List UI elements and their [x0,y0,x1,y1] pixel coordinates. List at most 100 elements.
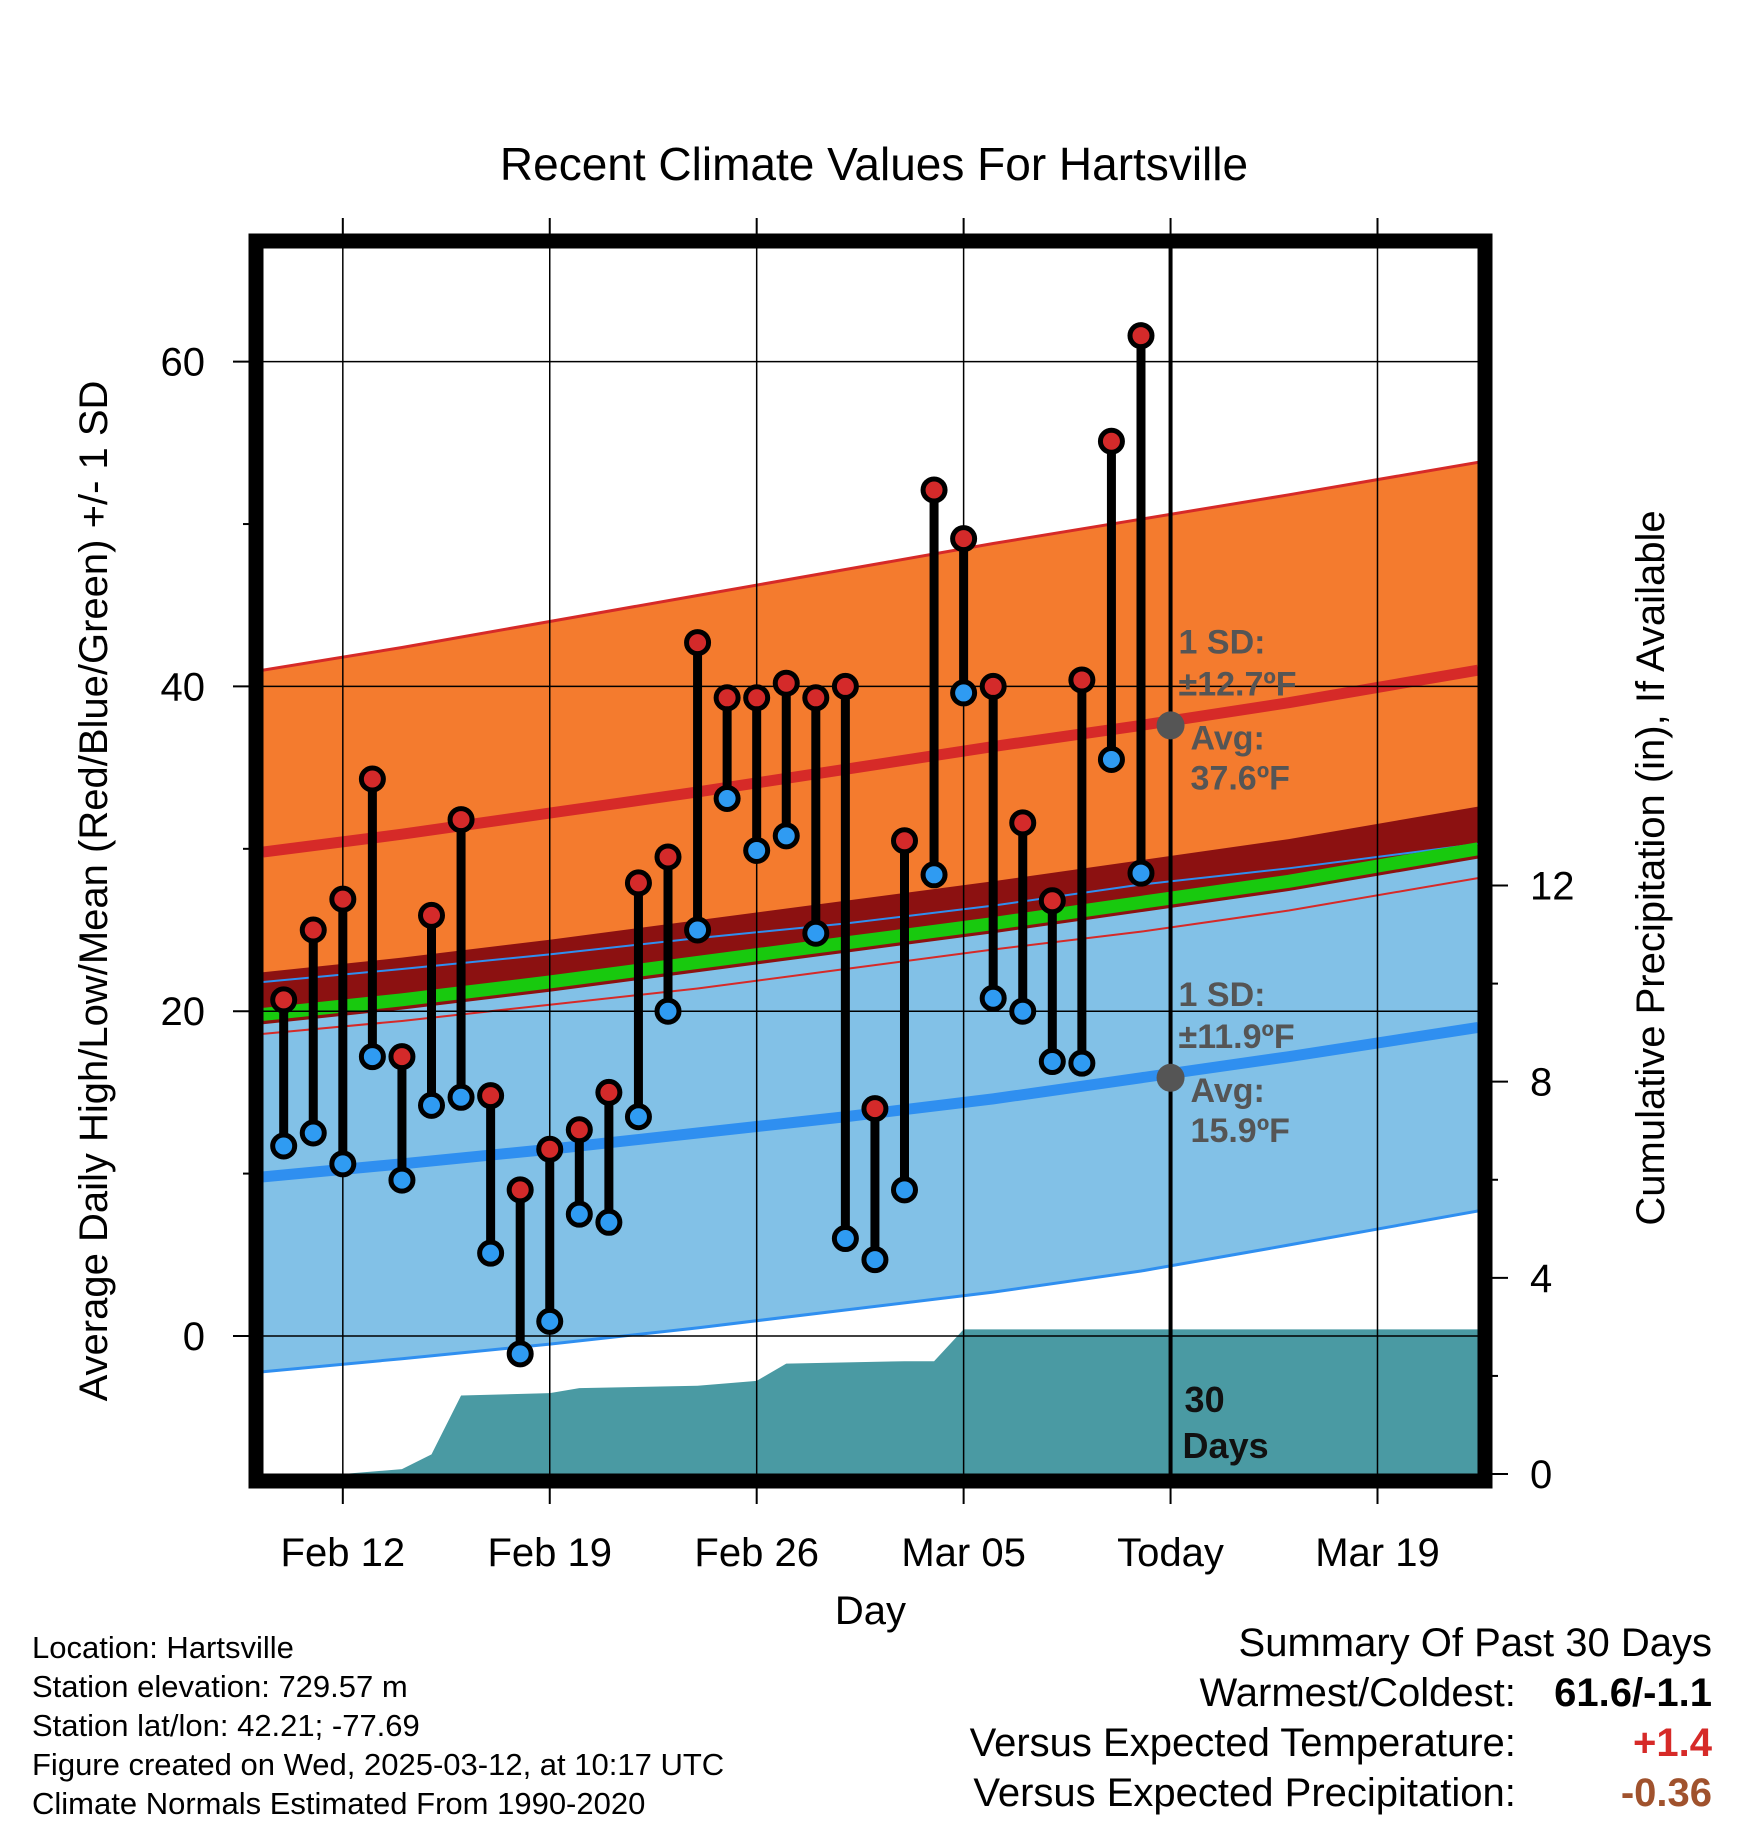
y-tick-label-left: 20 [161,990,206,1034]
high-temp-point [743,684,771,712]
high-temp-point [388,1043,416,1071]
low-temp-point [1097,746,1125,774]
high-temp-point [447,806,475,834]
high-temp-point [270,986,298,1014]
low-temp-point [861,1246,889,1274]
low-temp-point [743,836,771,864]
high-temp-point [536,1135,564,1163]
summary-title: Summary Of Past 30 Days [1238,1621,1712,1665]
low-temp-point [506,1340,534,1368]
axis-ticks-and-labels: Feb 12 Feb 19 Feb 26 Mar 05 Today Mar 19 0 20 40… [72,218,1673,1633]
high-upper-sd-line [263,460,1478,672]
low-lower-sd-line [263,1209,1478,1374]
extremes-label: Warmest/Coldest: [1199,1671,1516,1715]
high-temp-point [477,1082,505,1110]
low-temp-point [890,1176,918,1204]
high-temp-point [1009,809,1037,837]
low-temp-point [536,1307,564,1335]
high-temp-point [595,1078,623,1106]
precip-anomaly-value: -0.36 [1620,1771,1712,1815]
high-temp-point [418,901,446,929]
low-avg-marker [1156,1063,1185,1092]
days-label-word: Days [1183,1425,1269,1466]
x-axis-label: Day [835,1589,906,1633]
elevation-text: Station elevation: 729.57 m [32,1669,408,1704]
low-temp-point [595,1208,623,1236]
high-temp-point [802,684,830,712]
high-temp-point [861,1095,889,1123]
low-temp-point [654,997,682,1025]
high-temp-point [831,672,859,700]
y-tick-label-right: 0 [1530,1453,1552,1497]
plot-background-layer [263,248,1478,1474]
high-temp-point [654,843,682,871]
high-temp-point [1038,887,1066,915]
high-temp-point [1127,322,1155,350]
created-text: Figure created on Wed, 2025-03-12, at 10… [32,1747,725,1782]
high-temp-point [890,827,918,855]
x-tick-label: Mar 19 [1315,1531,1440,1575]
days-label-number: 30 [1185,1379,1225,1420]
y-axis-label-left: Average Daily High/Low/Mean (Red/Blue/Gr… [72,381,116,1402]
low-temp-point [684,916,712,944]
low-temp-point [979,984,1007,1012]
low-sd-label: 1 SD: [1179,976,1266,1014]
station-info: Location: Hartsville Station elevation: … [32,1628,724,1823]
low-avg-label: Avg: [1191,1072,1265,1110]
low-temp-point [920,861,948,889]
high-temp-point [565,1116,593,1144]
latlon-text: Station lat/lon: 42.21; -77.69 [32,1708,420,1743]
low-temp-point [447,1083,475,1111]
low-temp-point [1038,1048,1066,1076]
normals-text: Climate Normals Estimated From 1990-2020 [32,1786,646,1821]
summary-extremes: Warmest/Coldest: 61.6/-1.1 [970,1668,1713,1718]
precip-area [263,1329,1478,1474]
low-temp-point [418,1091,446,1119]
x-tick-label: Feb 19 [487,1531,612,1575]
low-temp-point [329,1150,357,1178]
high-temp-point [920,476,948,504]
low-temp-point [1127,859,1155,887]
high-temp-point [950,525,978,553]
extremes-value: 61.6/-1.1 [1554,1671,1712,1715]
observed-range-bars [279,335,1146,1354]
high-avg-value: 37.6ºF [1191,759,1290,797]
high-temp-point [358,765,386,793]
low-avg-value: 15.9ºF [1191,1112,1290,1150]
low-temp-point [358,1043,386,1071]
high-temp-point [1068,666,1096,694]
low-temp-point [950,679,978,707]
summary-precip: Versus Expected Precipitation: -0.36 [970,1768,1712,1818]
x-tick-label: Feb 12 [281,1531,406,1575]
x-tick-label: Feb 26 [694,1531,819,1575]
x-tick-label: Today [1117,1531,1224,1575]
high-temp-point [684,629,712,657]
y-tick-label-left: 0 [183,1315,205,1359]
y-tick-label-left: 40 [161,665,206,709]
high-temp-point [506,1176,534,1204]
y-tick-label-right: 12 [1530,865,1575,909]
x-tick-label: Mar 05 [901,1531,1026,1575]
location-text: Location: Hartsville [32,1630,294,1665]
temp-anomaly-label: Versus Expected Temperature: [969,1721,1516,1765]
plot-frame [248,233,1493,1489]
low-temp-point [1009,997,1037,1025]
y-axis-label-right: Cumulative Precipitation (in), If Availa… [1629,510,1673,1225]
temp-anomaly-value: +1.4 [1633,1721,1712,1765]
low-temp-point [772,822,800,850]
high-avg-marker [1156,711,1185,740]
low-temp-point [1068,1049,1096,1077]
low-temp-point [713,784,741,812]
high-temp-point [299,916,327,944]
summary-temp: Versus Expected Temperature: +1.4 [970,1718,1712,1768]
low-temp-point [802,919,830,947]
low-temp-point [565,1200,593,1228]
low-temp-point [477,1239,505,1267]
high-temp-point [329,885,357,913]
mean-band [263,806,1478,1025]
observed-points [270,322,1155,1368]
low-temp-point [624,1103,652,1131]
high-sd-value: ±12.7ºF [1179,665,1297,703]
